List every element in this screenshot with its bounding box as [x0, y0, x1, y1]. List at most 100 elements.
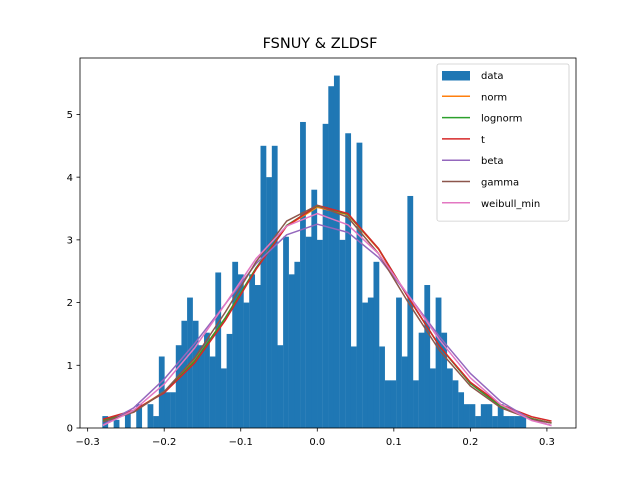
histogram-bar: [198, 345, 205, 428]
histogram-bar: [305, 236, 312, 428]
histogram-bar: [271, 145, 278, 428]
legend-box: [436, 63, 570, 222]
histogram-bar: [249, 274, 256, 428]
histogram-bar: [170, 392, 176, 428]
histogram-bar: [147, 404, 154, 428]
histogram-bar: [136, 404, 143, 428]
fit-curves: [102, 204, 552, 427]
legend-swatch-data: [442, 71, 470, 81]
x-tick-label: −0.3: [76, 437, 100, 448]
histogram-bar: [362, 302, 368, 428]
histogram-bar: [158, 356, 165, 428]
plot-frame: [79, 57, 577, 429]
legend-label-gamma: gamma: [481, 178, 519, 189]
y-tick-label: 2: [67, 298, 73, 309]
histogram-bar: [283, 236, 289, 428]
x-tick-label: −0.1: [229, 437, 253, 448]
histogram-bar: [300, 121, 306, 429]
x-tick-label: −0.2: [152, 437, 176, 448]
histogram-bar: [317, 239, 323, 428]
histogram-bar: [204, 332, 210, 428]
histogram-bar: [373, 261, 380, 428]
histogram-bar: [153, 416, 159, 428]
histogram-bar: [407, 195, 414, 428]
histogram-bar: [480, 404, 487, 428]
histogram-bar: [164, 392, 171, 428]
histogram-bar: [446, 368, 453, 428]
histogram-bar: [475, 416, 481, 428]
histogram-bar: [503, 416, 510, 428]
axes: −0.3 −0.2 −0.1 0.0 0.1 0.2 0.3 0 1 2 3 4 5: [67, 57, 577, 448]
histogram-bar: [243, 302, 250, 428]
histogram-bar: [277, 345, 284, 428]
histogram-bar: [288, 274, 295, 428]
y-tick-label: 4: [67, 173, 73, 184]
histogram-bar: [102, 416, 109, 428]
histogram-bar: [345, 133, 352, 428]
y-tick-label: 3: [67, 235, 73, 246]
histogram-bar: [463, 404, 470, 428]
chart-title: FSNUY & ZLDSF: [263, 36, 378, 52]
histogram-bar: [429, 368, 436, 428]
fit-curve-gamma: [102, 204, 552, 424]
histogram-bar: [260, 145, 267, 428]
fit-curve-beta: [102, 223, 552, 427]
legend-label-lognorm: lognorm: [481, 114, 522, 125]
histogram-bar: [520, 416, 527, 428]
legend-label-data: data: [481, 71, 504, 82]
histogram-bar: [424, 285, 431, 428]
histogram-bar: [333, 75, 340, 428]
histogram-bar: [237, 274, 244, 428]
legend-label-beta: beta: [481, 156, 504, 167]
histogram-bar: [413, 380, 419, 428]
histogram-bar: [113, 419, 120, 428]
histogram-bars: [102, 75, 527, 429]
y-tick-label: 0: [67, 424, 73, 435]
histogram-bar: [452, 380, 459, 428]
histogram-bar: [458, 392, 465, 428]
histogram-bar: [418, 332, 425, 428]
histogram-bar: [486, 404, 493, 428]
histogram-bar: [497, 404, 504, 428]
histogram-bar: [254, 285, 261, 428]
histogram-bar: [379, 346, 385, 428]
histogram-bar: [396, 297, 402, 428]
histogram-bar: [492, 416, 498, 428]
legend-label-weibull-min: weibull_min: [481, 199, 540, 210]
histogram-bar: [266, 177, 272, 428]
legend-label-norm: norm: [481, 92, 507, 103]
histogram-bar: [311, 189, 318, 428]
histogram-bar: [384, 380, 391, 428]
x-tick-label: 0.3: [539, 437, 555, 448]
histogram-bar: [350, 346, 357, 428]
histogram-bar: [209, 356, 216, 428]
legend-label-t: t: [481, 135, 485, 146]
histogram-bar: [294, 261, 301, 428]
histogram-bar: [232, 261, 239, 428]
fit-curve-t: [102, 204, 552, 422]
histogram-bar: [220, 368, 227, 428]
y-tick-label: 5: [67, 110, 73, 121]
histogram-bar: [367, 297, 374, 428]
histogram-bar: [175, 345, 182, 428]
histogram-bar: [339, 239, 346, 428]
histogram-bar: [469, 404, 476, 428]
x-tick-label: 0.1: [386, 437, 402, 448]
histogram-bar: [401, 356, 408, 428]
histogram-bar: [441, 332, 448, 428]
histogram-bar: [328, 86, 335, 428]
y-tick-label: 1: [67, 361, 73, 372]
legend: data norm lognorm t beta gamma weibull_min: [436, 63, 570, 222]
histogram-bar: [514, 416, 521, 428]
x-tick-label: 0.2: [462, 437, 478, 448]
histogram-bar: [435, 297, 442, 428]
histogram-bar: [356, 142, 363, 428]
histogram-bar: [124, 411, 131, 428]
x-tick-label: 0.0: [309, 437, 325, 448]
fit-curve-weibull-min: [102, 212, 552, 427]
histogram-bar: [390, 380, 397, 428]
histogram-bar: [509, 416, 515, 428]
histogram-bar: [181, 320, 188, 428]
histogram-bar: [192, 320, 199, 428]
histogram-bar: [322, 123, 329, 428]
